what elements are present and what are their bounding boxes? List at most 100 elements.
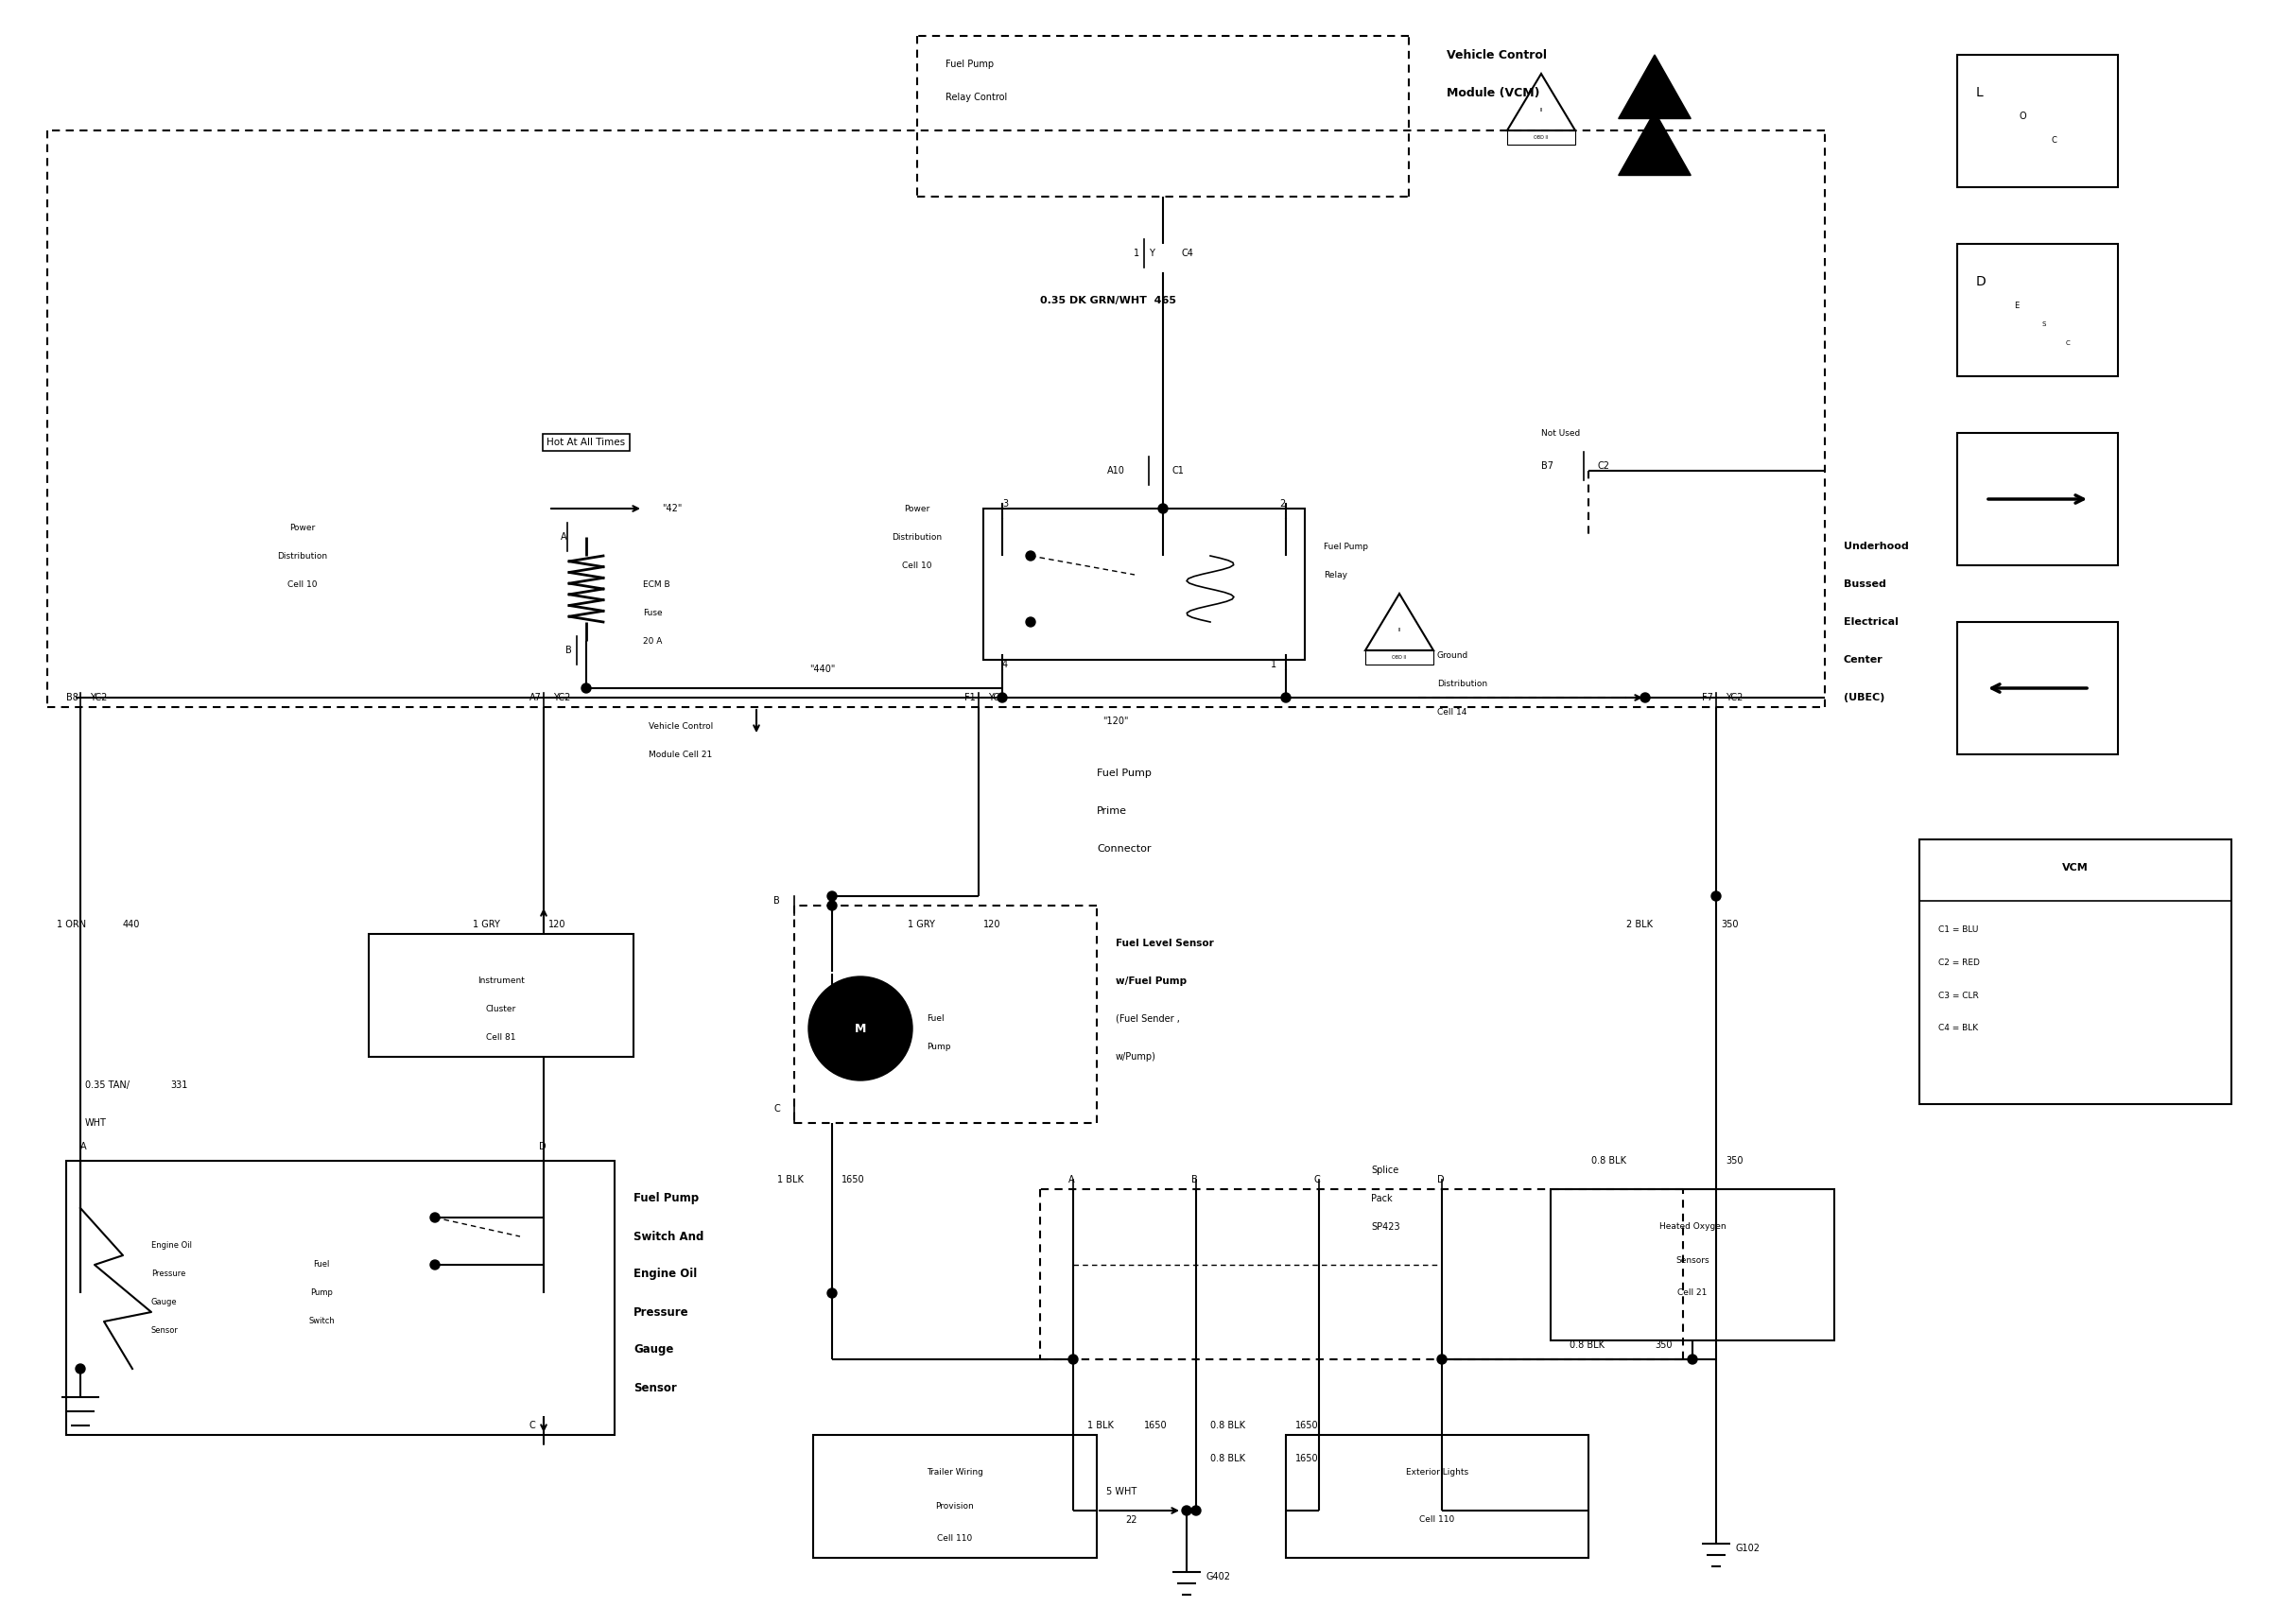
Text: 120: 120	[548, 919, 566, 929]
Text: Distribution: Distribution	[1437, 679, 1487, 687]
Text: L: L	[1975, 86, 1984, 99]
Circle shape	[430, 1260, 439, 1270]
Text: Fuel Pump: Fuel Pump	[634, 1192, 698, 1205]
Text: Sensors: Sensors	[1675, 1255, 1709, 1265]
Polygon shape	[1618, 112, 1691, 175]
Text: 1 BLK: 1 BLK	[1086, 1421, 1114, 1431]
Text: 1650: 1650	[1143, 1421, 1168, 1431]
Text: S: S	[2043, 322, 2046, 326]
Text: 2 BLK: 2 BLK	[1625, 919, 1652, 929]
Text: Cell 110: Cell 110	[936, 1535, 973, 1543]
Text: Cell 14: Cell 14	[1437, 708, 1466, 716]
Text: 0.8 BLK: 0.8 BLK	[1209, 1421, 1246, 1431]
Text: Instrument: Instrument	[477, 978, 525, 986]
Text: 3: 3	[1002, 499, 1007, 508]
Text: SP423: SP423	[1371, 1223, 1400, 1231]
Text: A: A	[80, 1142, 86, 1151]
Text: C: C	[530, 1421, 536, 1431]
Text: 1: 1	[1134, 248, 1139, 258]
Text: ECM B: ECM B	[643, 580, 671, 588]
Text: F1: F1	[964, 693, 975, 702]
Text: 0.35 TAN/: 0.35 TAN/	[84, 1080, 130, 1090]
Text: 1: 1	[1271, 659, 1277, 669]
Text: 1650: 1650	[1296, 1453, 1318, 1463]
Circle shape	[1689, 1354, 1698, 1364]
Text: "120": "120"	[1102, 716, 1130, 726]
Bar	[1287, 1436, 1589, 1557]
Text: Power: Power	[905, 505, 930, 513]
Text: Cell 10: Cell 10	[902, 560, 932, 570]
Text: Vehicle Control: Vehicle Control	[1446, 49, 1548, 62]
Text: Cluster: Cluster	[486, 1005, 516, 1013]
Text: D: D	[1437, 1176, 1443, 1184]
Text: Switch: Switch	[309, 1317, 334, 1325]
Text: E: E	[2014, 300, 2018, 310]
Text: Relay: Relay	[1323, 570, 1348, 580]
Text: Not Used: Not Used	[1541, 429, 1580, 437]
Text: Center: Center	[1843, 654, 1884, 664]
Text: A: A	[561, 533, 568, 542]
Text: YC3: YC3	[989, 693, 1005, 702]
Text: C4 = BLK: C4 = BLK	[1939, 1025, 1978, 1033]
Text: w/Pump): w/Pump)	[1116, 1052, 1157, 1062]
Text: Pack: Pack	[1371, 1194, 1393, 1203]
Text: C: C	[773, 1104, 780, 1114]
Text: 2: 2	[1280, 499, 1287, 508]
Text: "42": "42"	[661, 503, 682, 513]
Text: Sensor: Sensor	[152, 1327, 180, 1335]
Text: Fuse: Fuse	[643, 609, 661, 617]
Bar	[1957, 55, 2118, 187]
Text: 1650: 1650	[841, 1176, 864, 1184]
Bar	[984, 508, 1305, 659]
Text: Cell 81: Cell 81	[486, 1033, 516, 1043]
Bar	[1366, 650, 1434, 664]
Text: B: B	[1191, 1176, 1198, 1184]
Text: Cell 10: Cell 10	[289, 580, 318, 588]
Bar	[814, 1436, 1098, 1557]
Circle shape	[809, 976, 911, 1080]
Text: VCM: VCM	[2062, 862, 2089, 872]
Bar	[1918, 840, 2232, 1104]
Text: OBD II: OBD II	[1534, 135, 1548, 140]
Text: 1 BLK: 1 BLK	[777, 1176, 805, 1184]
Bar	[1957, 434, 2118, 565]
Circle shape	[827, 892, 836, 901]
Text: Fuel Pump: Fuel Pump	[1323, 542, 1368, 551]
Text: A10: A10	[1107, 466, 1125, 476]
Text: Fuel Pump: Fuel Pump	[946, 60, 993, 68]
Text: Trailer Wiring: Trailer Wiring	[927, 1468, 984, 1476]
Text: 1 GRY: 1 GRY	[473, 919, 500, 929]
Circle shape	[998, 693, 1007, 702]
Text: Module Cell 21: Module Cell 21	[650, 750, 711, 758]
Text: G402: G402	[1205, 1572, 1230, 1582]
Text: YC2: YC2	[91, 693, 107, 702]
Text: C: C	[2053, 136, 2057, 145]
Text: 0.8 BLK: 0.8 BLK	[1209, 1453, 1246, 1463]
Bar	[1507, 130, 1575, 145]
Text: 120: 120	[984, 919, 1000, 929]
Text: Cell 110: Cell 110	[1421, 1515, 1455, 1525]
Text: 1650: 1650	[1296, 1421, 1318, 1431]
Text: D: D	[539, 1142, 546, 1151]
Text: Fuel Pump: Fuel Pump	[1098, 768, 1152, 778]
Text: Relay Control: Relay Control	[946, 93, 1007, 102]
Text: A: A	[1068, 1176, 1075, 1184]
Circle shape	[582, 684, 591, 693]
Text: Distribution: Distribution	[277, 552, 327, 560]
Text: 0.8 BLK: 0.8 BLK	[1591, 1156, 1625, 1166]
Circle shape	[1025, 617, 1034, 627]
Circle shape	[827, 901, 836, 911]
Text: Heated Oxygen: Heated Oxygen	[1659, 1223, 1725, 1231]
Text: C2 = RED: C2 = RED	[1939, 958, 1980, 966]
Circle shape	[1159, 503, 1168, 513]
Circle shape	[430, 1213, 439, 1223]
Text: Exterior Lights: Exterior Lights	[1407, 1468, 1468, 1476]
Text: M: M	[855, 1023, 866, 1034]
Text: C2: C2	[1598, 461, 1609, 471]
Circle shape	[1282, 693, 1291, 702]
Text: B7: B7	[1541, 461, 1552, 471]
Text: Prime: Prime	[1098, 807, 1127, 815]
Text: C: C	[2066, 341, 2071, 346]
Text: Connector: Connector	[1098, 844, 1150, 854]
Text: 5 WHT: 5 WHT	[1107, 1488, 1136, 1496]
